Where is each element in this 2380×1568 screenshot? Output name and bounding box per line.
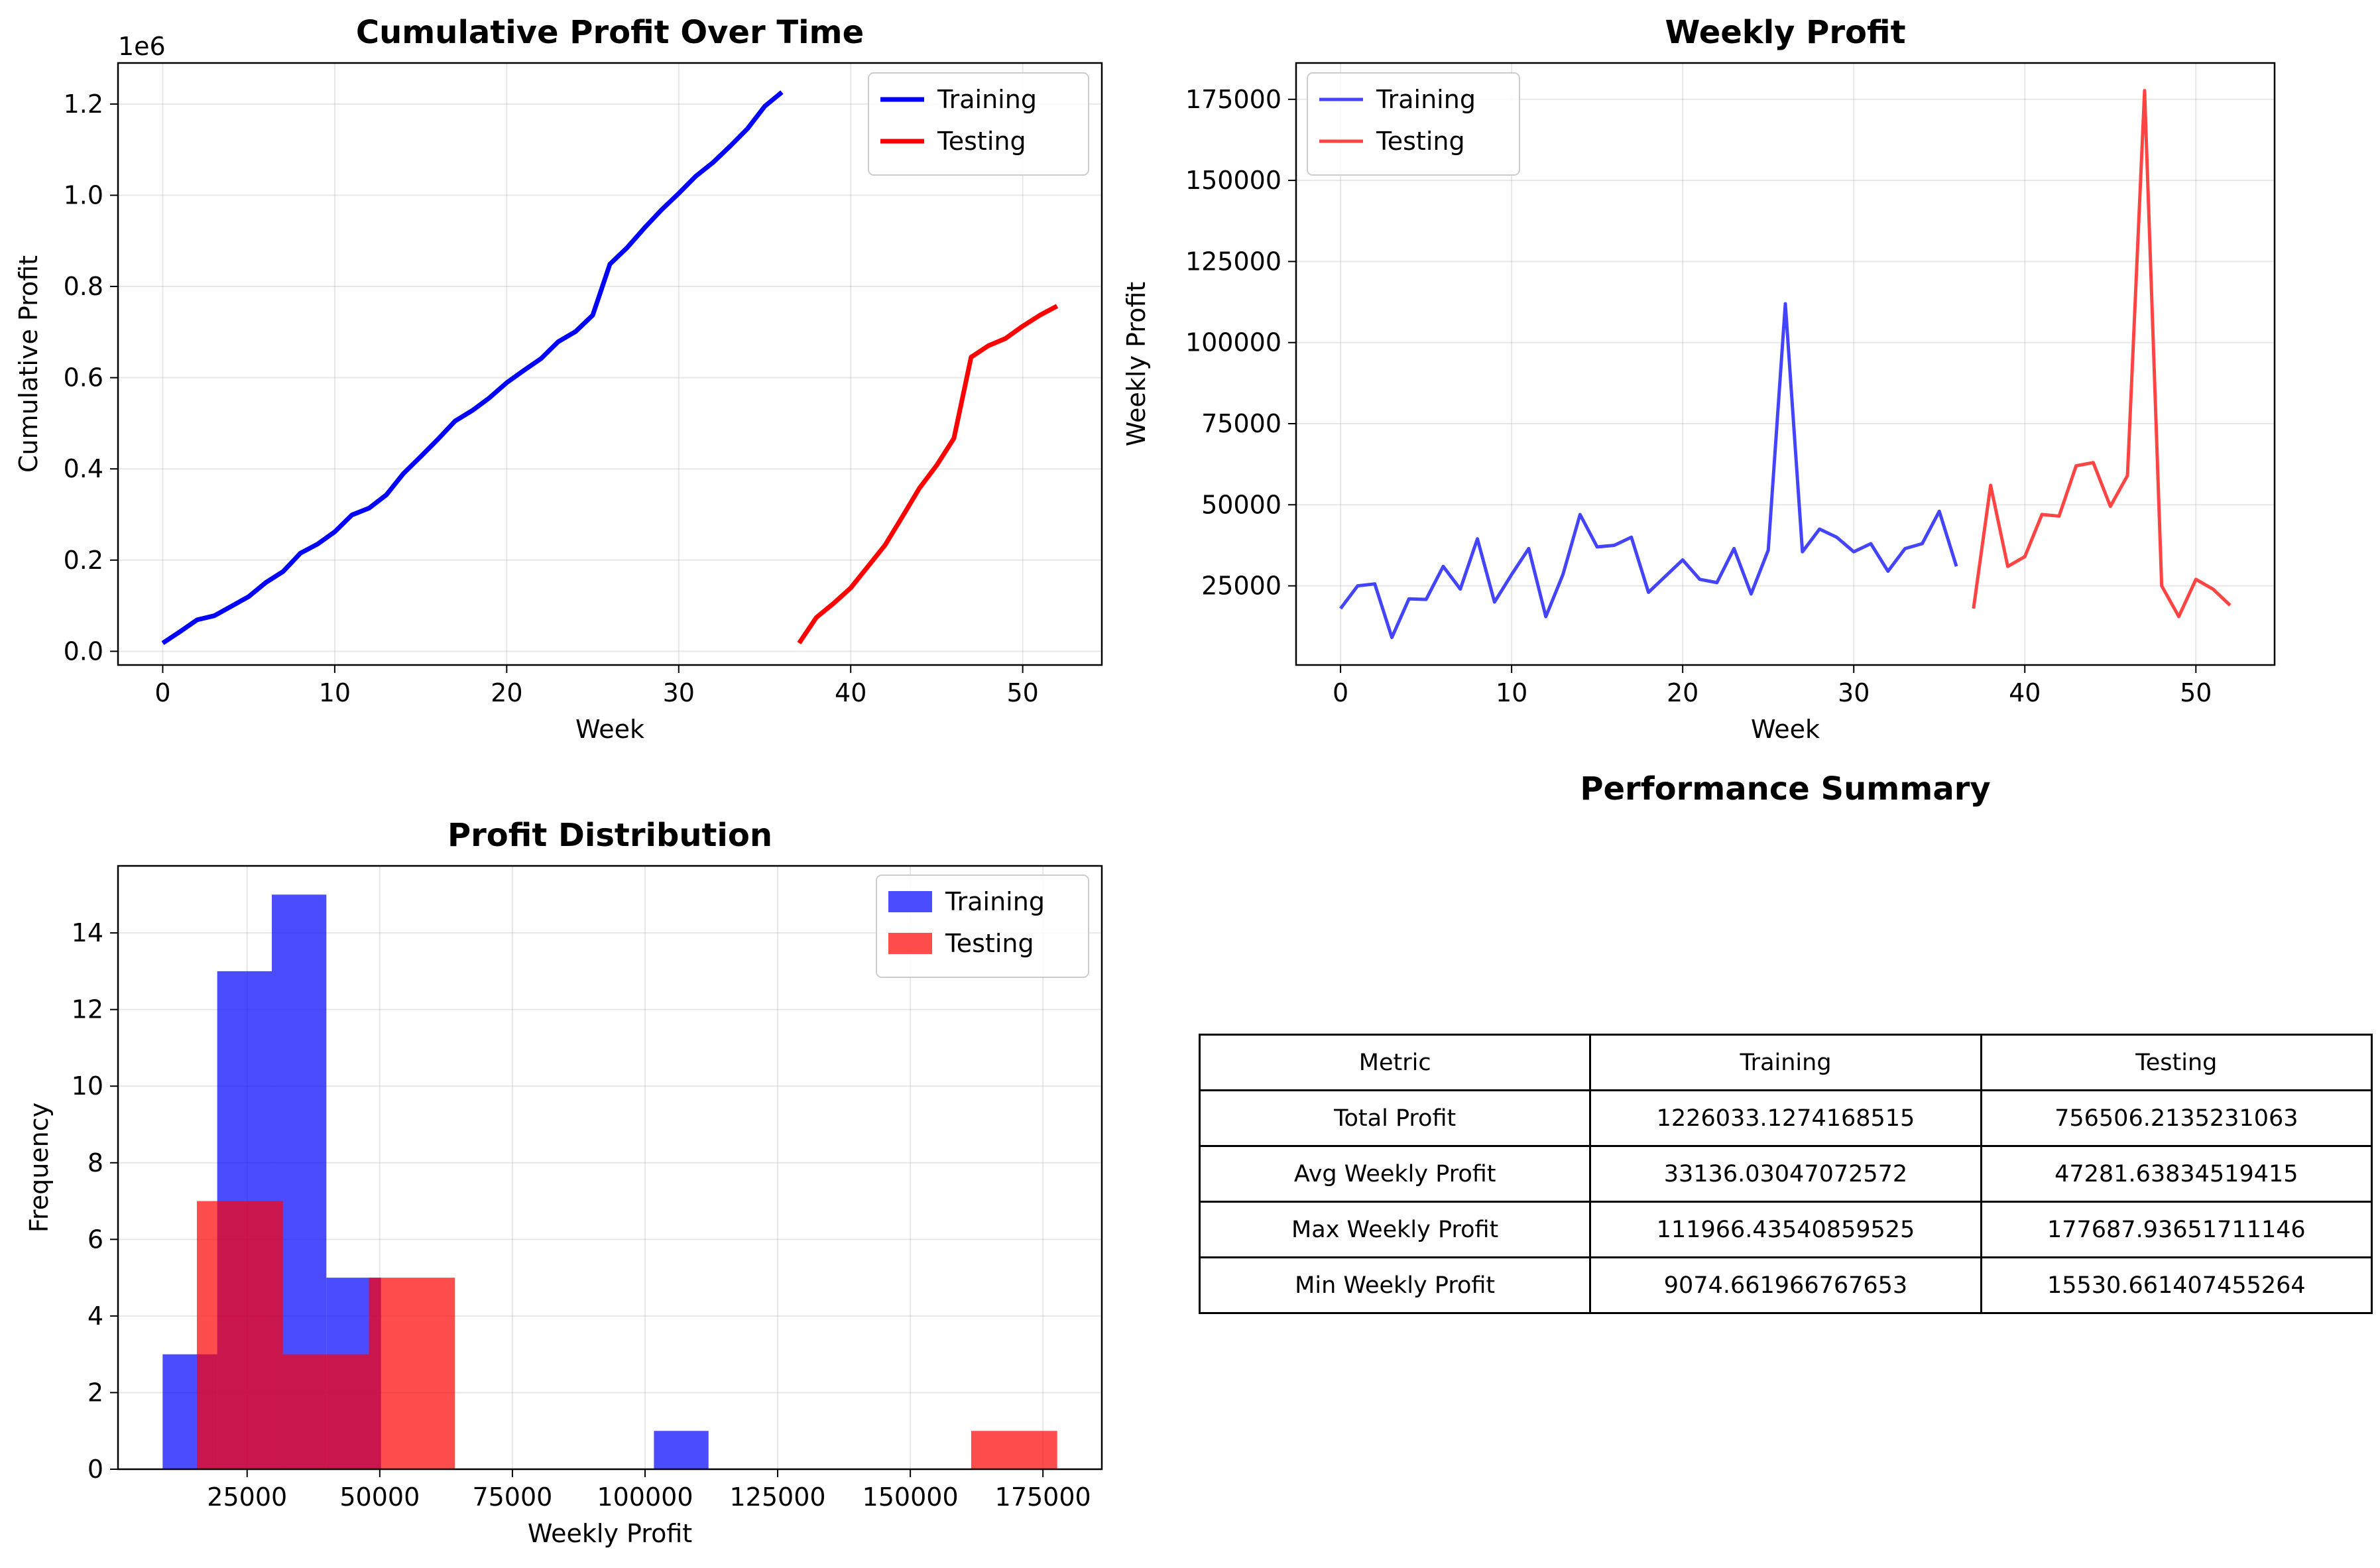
profit-distribution-chart: 25000 50000 75000 100000 125000 150000 175000 0… (25, 817, 1103, 1548)
x-tick-label: 10 (1496, 678, 1527, 707)
summary-title: Performance Summary (1580, 770, 1990, 808)
x-tick-label: 0 (154, 678, 170, 707)
x-tick-label: 0 (1333, 678, 1348, 707)
legend-swatch (888, 891, 932, 912)
y-tick-label: 10 (72, 1071, 103, 1101)
x-tick-label: 20 (491, 678, 522, 707)
y-tick-label: 50000 (1201, 490, 1281, 519)
table-header-row: Metric Training Testing (1198, 1034, 2373, 1091)
table-header-cell: Training (1589, 1034, 1982, 1091)
x-tick-label: 100000 (597, 1482, 693, 1512)
legend-label: Training (945, 887, 1045, 916)
x-tick-label: 40 (835, 678, 866, 707)
table-row: Min Weekly Profit 9074.661966767653 15530.… (1198, 1256, 2373, 1314)
y-tick-label: 0.6 (64, 363, 103, 392)
x-tick-label: 150000 (863, 1482, 959, 1512)
x-tick-label: 50000 (339, 1482, 420, 1512)
y-tick-label: 150000 (1185, 166, 1281, 195)
table-header-cell: Testing (1980, 1034, 2373, 1091)
table-cell: 177687.93651711146 (1980, 1201, 2373, 1258)
table-cell: 756506.2135231063 (1980, 1089, 2373, 1147)
table-cell: Avg Weekly Profit (1198, 1145, 1592, 1203)
y-tick-label: 12 (72, 995, 103, 1024)
x-tick-label: 30 (1838, 678, 1870, 707)
x-tick-label: 175000 (995, 1482, 1091, 1512)
y-tick-label: 0 (88, 1455, 103, 1484)
table-cell: Total Profit (1198, 1089, 1592, 1147)
x-tick-label: 50 (1006, 678, 1038, 707)
legend-label: Training (937, 85, 1037, 114)
table-cell: Max Weekly Profit (1198, 1201, 1592, 1258)
y-tick-label: 1.2 (64, 90, 103, 119)
performance-summary-table: Metric Training Testing Total Profit 1226033… (1198, 1034, 2373, 1314)
y-offset-label: 1e6 (118, 32, 166, 61)
cumulative-profit-chart: 0 10 20 30 40 50 0.0 0.2 0.4 0.6 0.8 1.0 1.2 Cumulati… (14, 14, 1103, 744)
x-tick-label: 30 (663, 678, 695, 707)
table-cell: 47281.63834519415 (1980, 1145, 2373, 1203)
x-tick-label: 125000 (730, 1482, 826, 1512)
chart-title: Cumulative Profit Over Time (356, 14, 864, 51)
series-line-testing (797, 304, 1059, 644)
series-line-training (1339, 302, 1958, 640)
x-axis-label: Week (575, 715, 644, 744)
legend-label: Testing (937, 127, 1026, 156)
histogram-bar-training (654, 1431, 709, 1469)
x-tick-label: 25000 (207, 1482, 287, 1512)
legend-swatch (888, 933, 932, 954)
chart-title: Profit Distribution (447, 817, 772, 854)
axes-frame (1295, 62, 2276, 666)
table-cell: 1226033.1274168515 (1589, 1089, 1982, 1147)
y-tick-label: 0.4 (64, 454, 103, 483)
y-tick-label: 2 (88, 1378, 103, 1407)
y-tick-label: 0.0 (64, 636, 103, 666)
axes-frame (117, 865, 1103, 1471)
chart-title: Weekly Profit (1665, 14, 1905, 51)
table-cell: Min Weekly Profit (1198, 1256, 1592, 1314)
histogram-bar-testing (196, 1201, 283, 1469)
y-tick-label: 6 (88, 1225, 103, 1254)
x-tick-label: 75000 (472, 1482, 552, 1512)
histogram-bar-testing (369, 1278, 455, 1469)
y-tick-label: 100000 (1185, 328, 1281, 357)
table-cell: 111966.43540859525 (1589, 1201, 1982, 1258)
y-axis-label: Weekly Profit (1122, 282, 1151, 446)
x-tick-label: 40 (2009, 678, 2041, 707)
weekly-profit-chart: 0 10 20 30 40 50 25000 50000 75000 100000 125000 15… (1122, 14, 2276, 744)
table-row: Avg Weekly Profit 33136.03047072572 47281.… (1198, 1145, 2373, 1203)
table-cell: 33136.03047072572 (1589, 1145, 1982, 1203)
series-line-training (161, 90, 784, 645)
y-axis-label: Frequency (25, 1103, 54, 1233)
y-tick-label: 125000 (1185, 247, 1281, 276)
series-line-testing (1972, 89, 2231, 619)
legend-label: Testing (945, 929, 1034, 958)
y-tick-label: 8 (88, 1148, 103, 1177)
y-tick-label: 1.0 (64, 180, 103, 210)
x-axis-label: Weekly Profit (528, 1519, 692, 1548)
y-axis-label: Cumulative Profit (14, 255, 43, 473)
legend-label: Testing (1376, 127, 1465, 156)
table-cell: 15530.661407455264 (1980, 1256, 2373, 1314)
table-cell: 9074.661966767653 (1589, 1256, 1982, 1314)
x-tick-label: 50 (2180, 678, 2212, 707)
histogram-bar-testing (971, 1431, 1057, 1469)
table-row: Total Profit 1226033.1274168515 756506.213… (1198, 1089, 2373, 1147)
histogram-bar-testing (282, 1354, 369, 1469)
y-tick-label: 0.8 (64, 272, 103, 301)
y-tick-label: 14 (72, 918, 103, 947)
y-tick-label: 25000 (1201, 572, 1281, 601)
y-tick-label: 0.2 (64, 546, 103, 575)
x-tick-label: 10 (319, 678, 351, 707)
x-tick-label: 20 (1667, 678, 1698, 707)
y-tick-label: 75000 (1201, 409, 1281, 438)
x-axis-label: Week (1751, 715, 1820, 744)
axes-frame (117, 62, 1103, 666)
table-header-cell: Metric (1198, 1034, 1592, 1091)
legend-label: Training (1376, 85, 1476, 114)
y-tick-label: 175000 (1185, 85, 1281, 114)
table-row: Max Weekly Profit 111966.43540859525 17768… (1198, 1201, 2373, 1258)
y-tick-label: 4 (88, 1301, 103, 1331)
